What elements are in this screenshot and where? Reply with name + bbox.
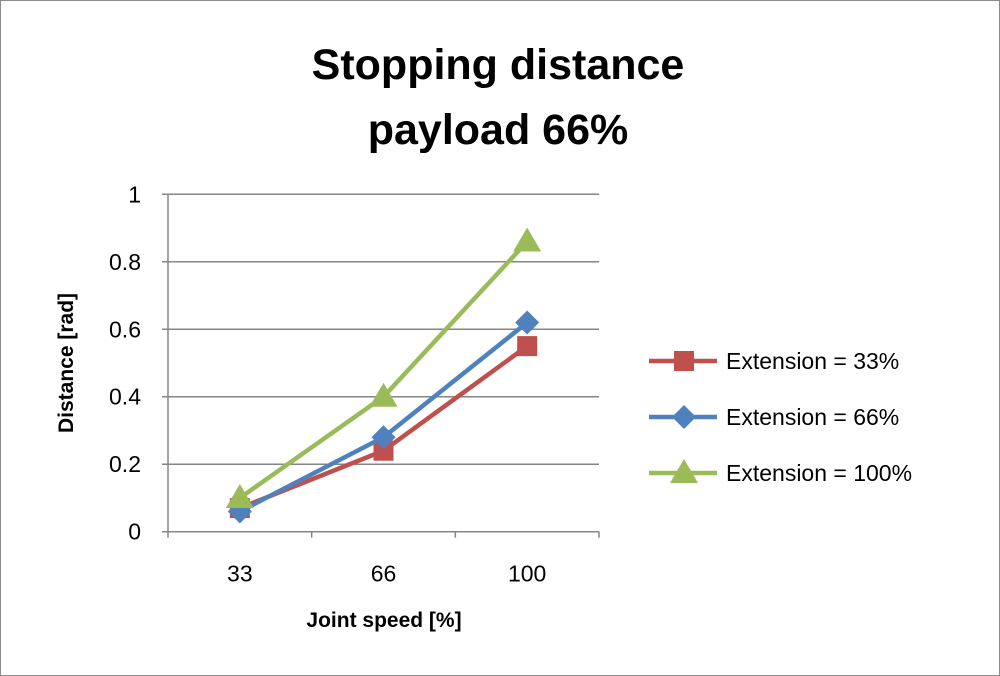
legend-item: Extension = 33% (649, 348, 899, 374)
square-marker (674, 351, 694, 371)
square-marker (517, 336, 538, 357)
legend-item: Extension = 100% (649, 459, 912, 486)
y-tick-label: 0.6 (109, 316, 141, 342)
y-tick-label: 0 (128, 519, 141, 545)
triangle-marker (225, 483, 254, 508)
chart-title: Stopping distance (312, 41, 685, 89)
series-2 (227, 310, 540, 524)
diamond-marker (515, 310, 540, 335)
x-tick-label: 66 (371, 561, 397, 587)
y-tick-label: 0.4 (109, 384, 141, 410)
legend-label: Extension = 33% (726, 348, 899, 374)
x-tick-label: 33 (227, 561, 253, 587)
legend-item: Extension = 66% (649, 404, 899, 430)
y-tick-label: 0.8 (109, 249, 141, 275)
chart-subtitle: payload 66% (368, 106, 629, 154)
diamond-marker (672, 405, 696, 429)
square-marker (373, 440, 394, 461)
y-axis-label: Distance [rad] (55, 293, 78, 433)
series-3 (225, 227, 542, 508)
triangle-marker (513, 227, 542, 252)
diamond-marker (371, 425, 396, 450)
triangle-marker (670, 459, 698, 483)
legend-label: Extension = 100% (726, 460, 912, 486)
triangle-marker (369, 382, 398, 407)
series-line (238, 320, 529, 514)
x-tick-label: 100 (508, 561, 546, 587)
y-tick-label: 1 (128, 181, 141, 207)
y-tick-label: 0.2 (109, 451, 141, 477)
legend-label: Extension = 66% (726, 404, 899, 430)
x-axis-label: Joint speed [%] (306, 609, 461, 632)
